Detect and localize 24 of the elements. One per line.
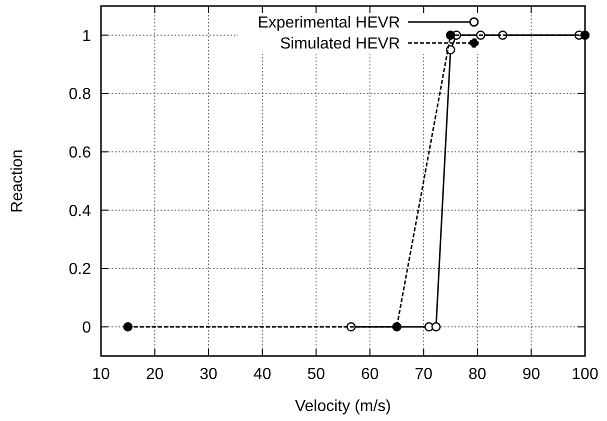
- y-tick-label: 0.2: [68, 261, 92, 278]
- point: [123, 322, 133, 332]
- y-tick-label: 1: [82, 28, 92, 45]
- x-tick-label: 10: [92, 366, 110, 383]
- legend-label: Experimental HEVR: [258, 14, 400, 32]
- legend-label: Simulated HEVR: [280, 36, 400, 53]
- x-axis-title: Velocity (m/s): [294, 398, 392, 415]
- point: [446, 30, 456, 40]
- y-tick-label: 0.8: [68, 86, 92, 104]
- x-tick-label: 60: [360, 366, 379, 383]
- y-tick-label: 0.4: [68, 202, 92, 220]
- x-tick-label: 80: [468, 366, 486, 383]
- x-tick-label: 70: [414, 366, 433, 383]
- x-tick-label: 20: [146, 366, 164, 383]
- point: [431, 322, 441, 332]
- y-tick-label: 0: [82, 319, 92, 336]
- x-tick-label: 30: [200, 366, 218, 383]
- x-tick-label: 90: [522, 366, 540, 383]
- x-tick-label: 50: [307, 366, 326, 383]
- y-tick-label: 0.6: [68, 144, 92, 162]
- point: [392, 322, 402, 332]
- x-tick-label: 40: [253, 366, 272, 383]
- y-axis-title: Reaction: [9, 149, 26, 213]
- x-tick-label: 100: [572, 366, 598, 383]
